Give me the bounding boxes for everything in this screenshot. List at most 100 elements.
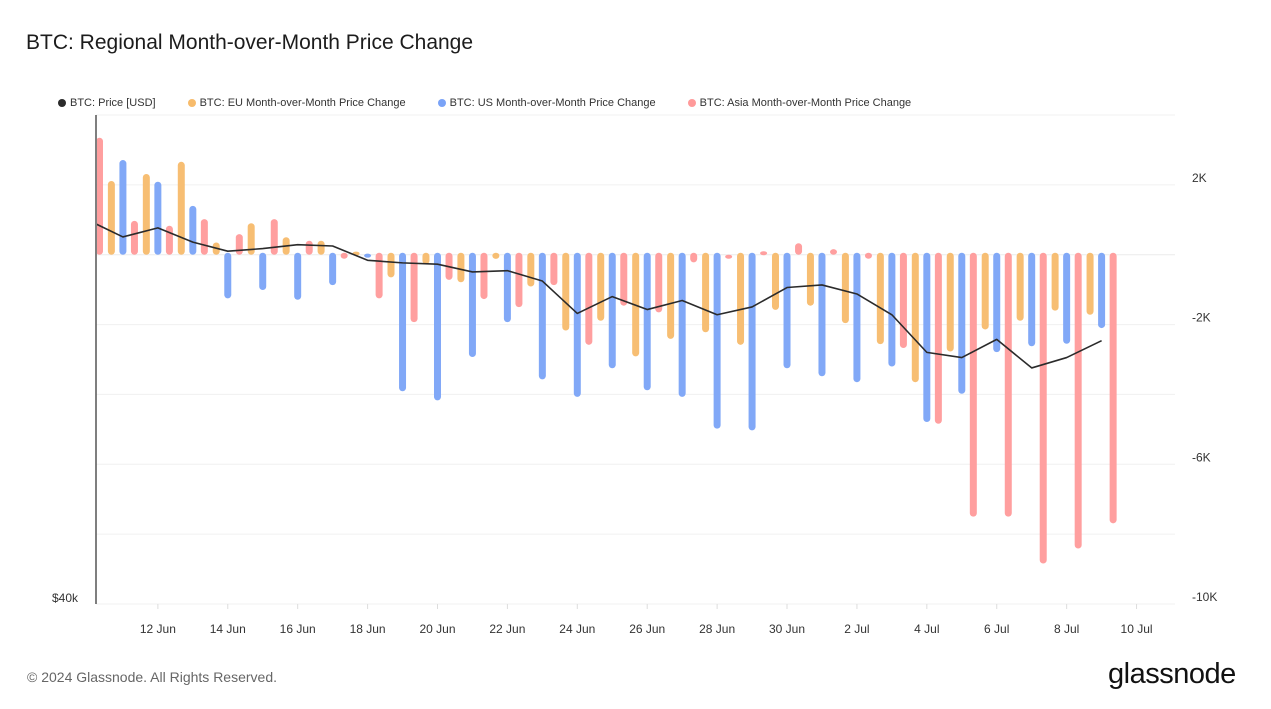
x-axis-tick-label: 20 Jun xyxy=(419,622,455,636)
bar-us xyxy=(364,253,372,258)
bar-us xyxy=(888,252,896,367)
bar-eu xyxy=(771,252,779,310)
bar-us xyxy=(643,252,651,391)
bar-eu xyxy=(457,252,465,283)
bar-eu xyxy=(597,252,605,321)
bar-asia xyxy=(725,254,733,259)
x-axis-tick-label: 18 Jun xyxy=(350,622,386,636)
bar-asia xyxy=(690,252,698,263)
bar-us xyxy=(608,252,616,369)
bar-us xyxy=(154,181,162,255)
right-axis-tick-label: -6K xyxy=(1192,450,1211,464)
bar-us xyxy=(1098,252,1106,329)
bar-eu xyxy=(1086,252,1094,315)
bar-us xyxy=(224,252,232,299)
bar-us xyxy=(503,252,511,323)
x-axis-tick-label: 4 Jul xyxy=(914,622,939,636)
bar-us xyxy=(748,252,756,431)
bar-asia xyxy=(97,137,103,255)
bar-us xyxy=(329,252,337,286)
legend-dot-icon xyxy=(687,99,696,107)
bar-asia xyxy=(934,252,942,424)
bar-asia xyxy=(1039,252,1047,564)
bar-eu xyxy=(1016,252,1024,321)
bar-eu xyxy=(562,252,570,331)
bar-asia xyxy=(130,220,138,255)
legend-dot-icon xyxy=(437,99,446,107)
x-axis-tick-label: 2 Jul xyxy=(844,622,869,636)
legend-dot-icon xyxy=(187,99,196,107)
bar-eu xyxy=(667,252,675,339)
chart-legend: BTC: Price [USD] BTC: EU Month-over-Mont… xyxy=(58,97,943,109)
bar-eu xyxy=(492,252,500,259)
bar-us xyxy=(433,252,441,401)
x-axis-tick-label: 30 Jun xyxy=(769,622,805,636)
bar-us xyxy=(1063,252,1071,344)
price-line xyxy=(97,223,1102,369)
bar-asia xyxy=(899,252,907,348)
chart-title: BTC: Regional Month-over-Month Price Cha… xyxy=(26,31,474,54)
bar-us xyxy=(818,252,826,377)
legend-label: BTC: Asia Month-over-Month Price Change xyxy=(699,97,912,109)
bar-eu xyxy=(107,181,115,255)
bar-us xyxy=(993,252,1001,353)
bar-asia xyxy=(375,252,383,299)
bar-us xyxy=(923,252,931,423)
x-axis-tick-label: 10 Jul xyxy=(1121,622,1153,636)
copyright-text: © 2024 Glassnode. All Rights Reserved. xyxy=(27,669,278,685)
legend-item-asia[interactable]: BTC: Asia Month-over-Month Price Change xyxy=(687,97,912,109)
right-axis-tick-label: -2K xyxy=(1192,311,1211,325)
bar-us xyxy=(399,252,407,392)
bar-eu xyxy=(177,161,185,255)
legend-dot-icon xyxy=(58,99,66,107)
bar-us xyxy=(853,252,861,383)
bar-asia xyxy=(1074,252,1082,549)
bar-asia xyxy=(655,252,663,313)
x-axis-tick-label: 16 Jun xyxy=(280,622,316,636)
right-axis-tick-label: 2K xyxy=(1192,171,1207,185)
bar-eu xyxy=(317,240,325,255)
bar-asia xyxy=(795,243,803,255)
x-axis-tick-label: 12 Jun xyxy=(140,622,176,636)
bar-eu xyxy=(841,252,849,324)
bar-asia xyxy=(340,252,348,259)
bar-asia xyxy=(235,234,243,255)
bar-eu xyxy=(806,252,814,306)
bar-us xyxy=(573,252,581,397)
bar-asia xyxy=(305,240,313,255)
bar-asia xyxy=(480,252,488,300)
x-axis-tick-label: 28 Jun xyxy=(699,622,735,636)
legend-item-price[interactable]: BTC: Price [USD] xyxy=(58,97,156,109)
bar-us xyxy=(294,252,302,300)
bar-us xyxy=(678,252,686,397)
bar-eu xyxy=(247,223,255,255)
bar-eu xyxy=(1051,252,1059,311)
x-axis-tick-label: 8 Jul xyxy=(1054,622,1079,636)
bar-us xyxy=(1028,252,1036,347)
x-axis-tick-label: 26 Jun xyxy=(629,622,665,636)
legend-item-us[interactable]: BTC: US Month-over-Month Price Change xyxy=(437,97,656,109)
bar-eu xyxy=(911,252,919,383)
bar-eu xyxy=(876,252,884,345)
bar-eu xyxy=(422,252,430,265)
legend-label: BTC: EU Month-over-Month Price Change xyxy=(199,97,406,109)
bar-asia xyxy=(550,252,558,286)
bar-eu xyxy=(981,252,989,330)
bar-eu xyxy=(387,252,395,278)
legend-item-eu[interactable]: BTC: EU Month-over-Month Price Change xyxy=(187,97,406,109)
bar-asia xyxy=(864,252,872,259)
x-axis-tick-label: 14 Jun xyxy=(210,622,246,636)
bar-asia xyxy=(165,225,173,255)
left-axis-tick-label: $40k xyxy=(52,591,79,605)
bar-asia xyxy=(830,249,838,255)
bar-asia xyxy=(1109,252,1117,524)
bar-asia xyxy=(1004,252,1012,517)
bar-us xyxy=(783,252,791,369)
bar-eu xyxy=(737,252,745,345)
legend-label: BTC: US Month-over-Month Price Change xyxy=(449,97,656,109)
glassnode-logo: glassnode xyxy=(1108,658,1236,690)
bar-asia xyxy=(515,252,523,308)
bar-us xyxy=(259,252,267,290)
bar-eu xyxy=(702,252,710,333)
